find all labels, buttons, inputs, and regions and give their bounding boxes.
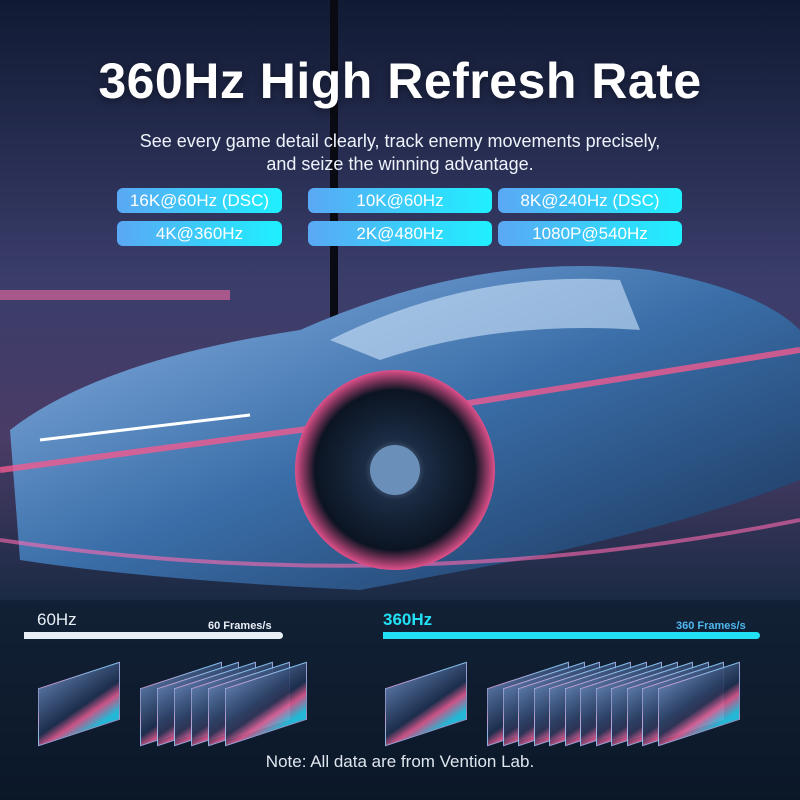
resolution-badge: 10K@60Hz <box>308 188 492 213</box>
rate-label-60hz: 60Hz <box>37 610 77 629</box>
headline: 360Hz High Refresh Rate <box>98 53 702 109</box>
subtitle-line: and seize the winning advantage. <box>266 154 534 174</box>
resolution-badge: 4K@360Hz <box>117 221 282 246</box>
fps-label-60: 60 Frames/s <box>208 620 272 632</box>
subtitle: See every game detail clearly, track ene… <box>0 130 800 176</box>
resolution-badge: 16K@60Hz (DSC) <box>117 188 282 213</box>
resolution-badge: 2K@480Hz <box>308 221 492 246</box>
subtitle-line: See every game detail clearly, track ene… <box>139 131 661 151</box>
rate-label-360hz: 360Hz <box>383 610 433 629</box>
progress-bar-360hz <box>383 632 760 639</box>
resolution-badge: 8K@240Hz (DSC) <box>498 188 682 213</box>
footnote: Note: All data are from Vention Lab. <box>265 752 535 771</box>
resolution-badge: 1080P@540Hz <box>498 221 682 246</box>
progress-bar-60hz <box>24 632 283 639</box>
fps-label-360: 360 Frames/s <box>676 620 746 632</box>
